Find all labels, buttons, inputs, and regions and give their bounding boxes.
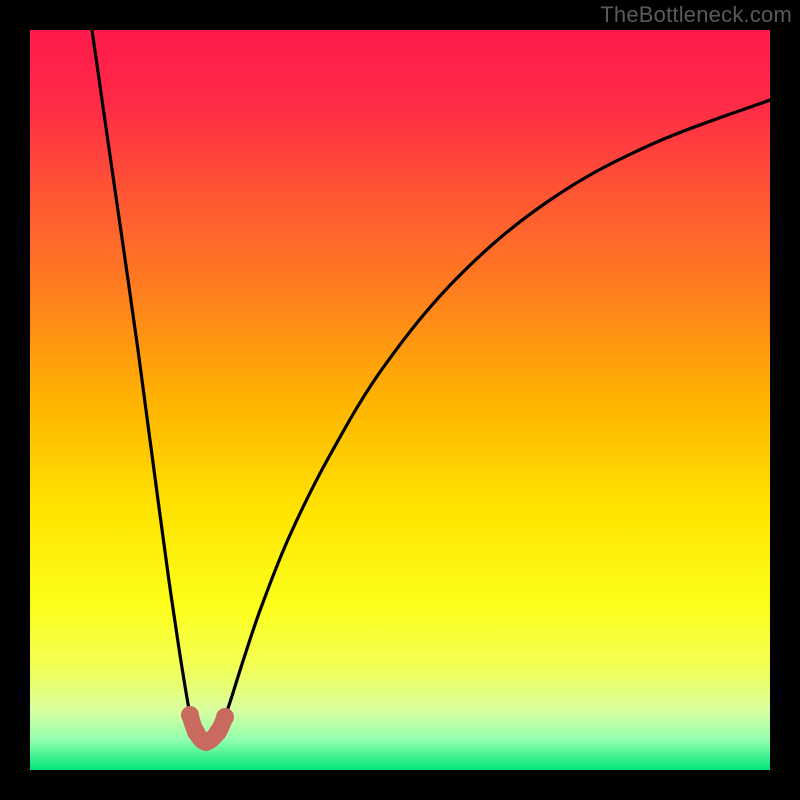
watermark-text: TheBottleneck.com xyxy=(600,2,792,28)
curve-layer xyxy=(0,0,800,800)
dip-marker xyxy=(181,706,199,724)
dip-marker xyxy=(216,708,234,726)
chart-frame: TheBottleneck.com xyxy=(0,0,800,800)
curve-right-branch xyxy=(225,100,770,717)
curve-left-branch xyxy=(92,30,190,715)
